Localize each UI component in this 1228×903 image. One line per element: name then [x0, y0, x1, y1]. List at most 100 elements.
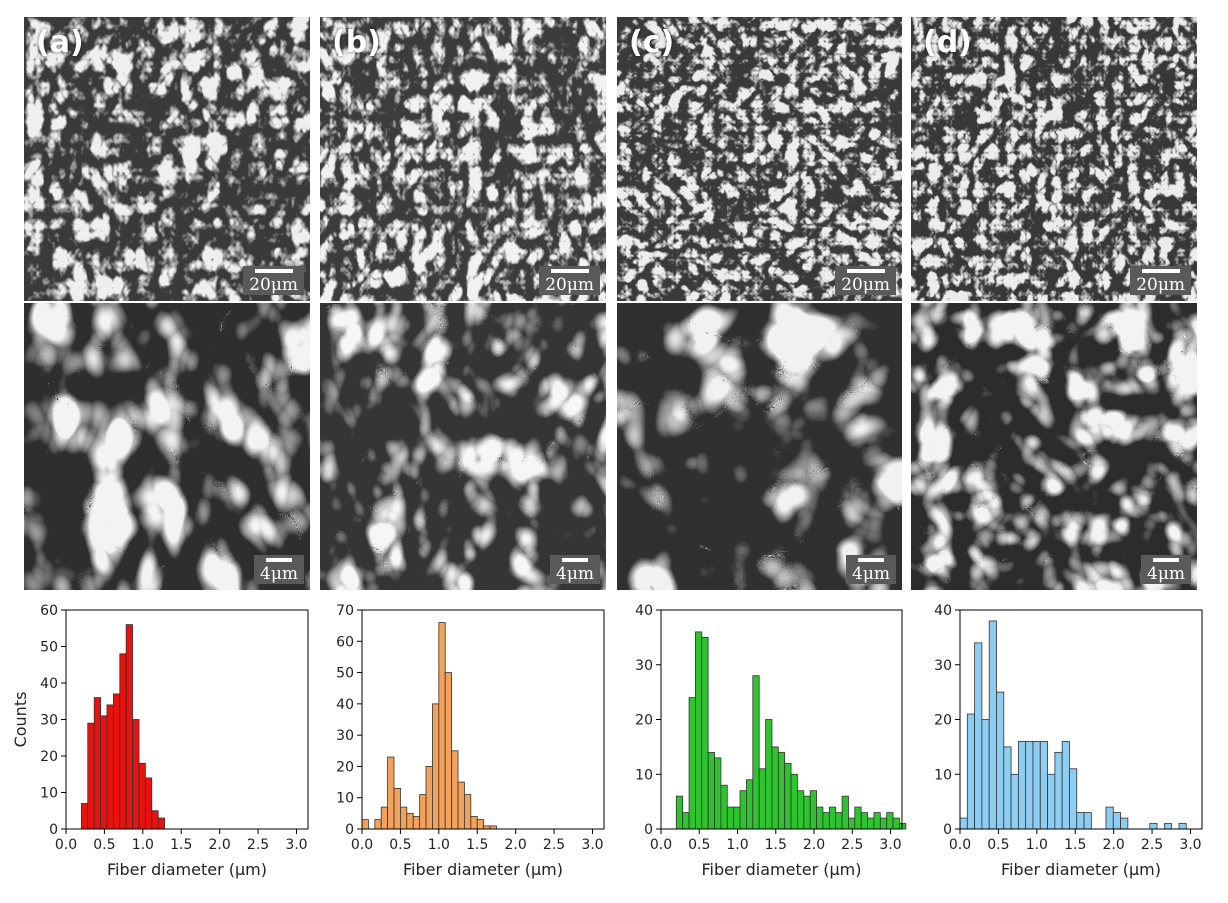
histogram-bar [374, 819, 382, 830]
histogram-bar [100, 715, 108, 830]
histogram-bar [444, 672, 453, 830]
histogram-bar [432, 703, 440, 830]
y-tick-label: 0 [943, 822, 952, 838]
y-tick-label: 50 [336, 666, 354, 682]
histogram-bar [777, 751, 786, 830]
y-tick-label: 40 [40, 676, 58, 692]
y-tick-label: 0 [644, 822, 653, 838]
y-tick-label: 20 [635, 713, 653, 729]
x-tick-label: 0.0 [351, 837, 373, 853]
histogram-a: 0.0 0.5 1.0 1.5 2.0 2.5 3.0 0 10 20 30 40 50 60 Fiber … [0, 598, 310, 899]
histogram-bar [393, 787, 401, 830]
x-axis-label: Fiber diameter (μm) [701, 860, 861, 879]
scale-bar-b-top: 20μm [539, 266, 600, 295]
scale-bar-label: 20μm [1136, 275, 1185, 295]
x-tick-label: 1.5 [1064, 837, 1086, 853]
histogram-bar [803, 795, 811, 830]
y-tick-label: 0 [49, 822, 58, 838]
sem-image-b-low-mag: (b) 20μm [320, 17, 606, 301]
x-tick-label: 2.5 [1141, 837, 1163, 853]
histogram-bar [1083, 812, 1092, 830]
scale-bar-label: 20μm [249, 275, 298, 295]
histogram-bar [1017, 740, 1027, 830]
x-tick-label: 2.0 [1103, 837, 1125, 853]
y-tick-label: 30 [934, 658, 952, 674]
y-tick-label: 70 [336, 603, 354, 619]
histogram-bar [720, 784, 728, 830]
histogram-bar [113, 693, 121, 830]
histogram-bar [151, 810, 159, 830]
scale-bar-c-bottom: 4μm [846, 555, 896, 584]
histogram-bar [996, 691, 1005, 830]
histogram-bar [828, 806, 837, 830]
histogram-bar [106, 704, 114, 830]
sem-image-b-high-mag: 4μm [320, 303, 606, 590]
x-tick-label: 1.0 [132, 837, 154, 853]
y-tick-label: 10 [934, 767, 952, 783]
histogram-bar [125, 624, 133, 830]
histogram-bar [974, 642, 983, 830]
scale-bar-b-bottom: 4μm [550, 555, 600, 584]
histogram-bar [138, 762, 146, 830]
x-tick-label: 3.0 [285, 837, 307, 853]
histogram-bar [797, 790, 805, 830]
histogram-c-svg: 0.0 0.5 1.0 1.5 2.0 2.5 3.0 0 10 20 30 40 Fiber diam… [635, 603, 907, 879]
scale-bar-d-top: 20μm [1130, 266, 1191, 295]
x-tick-label: 0.0 [949, 837, 971, 853]
scale-bar-label: 4μm [852, 564, 890, 584]
histogram-bar [899, 823, 907, 830]
histogram-bar [412, 816, 421, 830]
histogram-bar [816, 806, 824, 830]
y-tick-label: 50 [40, 640, 58, 656]
scale-bar-d-bottom: 4μm [1141, 555, 1191, 584]
histogram-bar [406, 812, 414, 830]
histogram-bar [841, 795, 849, 830]
histogram-bar [1120, 817, 1129, 830]
histogram-bar [867, 817, 875, 830]
x-tick-label: 1.0 [1026, 837, 1048, 853]
x-tick-label: 3.0 [879, 837, 901, 853]
histogram-bar [1039, 740, 1048, 830]
histogram-bar [157, 817, 165, 830]
x-tick-label: 0.0 [650, 837, 672, 853]
panel-label-c: (c) [629, 25, 675, 60]
histogram-bar [1149, 823, 1158, 830]
x-tick-label: 3.0 [1179, 837, 1201, 853]
histogram-bar [457, 781, 465, 830]
histogram-bar [1003, 746, 1012, 830]
y-tick-label: 40 [934, 603, 952, 619]
y-tick-label: 20 [336, 759, 354, 775]
x-tick-label: 1.0 [726, 837, 748, 853]
histogram-bar [1178, 823, 1187, 830]
histogram-bar [695, 631, 703, 830]
y-tick-label: 30 [336, 728, 354, 744]
histogram-bar [879, 817, 888, 830]
x-axis-label: Fiber diameter (μm) [403, 860, 563, 879]
histogram-bar [835, 812, 843, 830]
histogram-bar [682, 812, 690, 830]
x-tick-label: 0.5 [93, 837, 115, 853]
x-axis-label: Fiber diameter (μm) [1001, 860, 1161, 879]
histogram-bar [988, 620, 997, 830]
histogram-bar [860, 812, 868, 830]
sem-image-c-high-mag: 4μm [617, 303, 902, 590]
y-tick-label: 40 [635, 603, 653, 619]
histogram-bar [752, 675, 760, 830]
scale-bar-label: 4μm [1147, 564, 1185, 584]
histogram-bar [966, 713, 975, 830]
histogram-bar [771, 746, 779, 830]
histogram-bar [387, 756, 395, 830]
histogram-bar [470, 816, 478, 830]
histogram-bar [425, 766, 433, 830]
y-tick-label: 60 [336, 634, 354, 650]
histogram-bar [1032, 740, 1041, 830]
histogram-bar [733, 806, 741, 830]
histogram-bar [981, 719, 990, 830]
histogram-d-svg: 0.0 0.5 1.0 1.5 2.0 2.5 3.0 0 10 20 30 40 Fiber diam… [934, 603, 1203, 879]
scale-bar-a-bottom: 4μm [254, 555, 304, 584]
histogram-bar [438, 622, 446, 830]
histogram-bar [892, 817, 900, 830]
histogram-b: 0.0 0.5 1.0 1.5 2.0 2.5 3.0 0 10 20 30 40 50 60 70 Fibe… [300, 598, 610, 899]
y-tick-label: 40 [336, 697, 354, 713]
histogram-bar [959, 817, 968, 830]
